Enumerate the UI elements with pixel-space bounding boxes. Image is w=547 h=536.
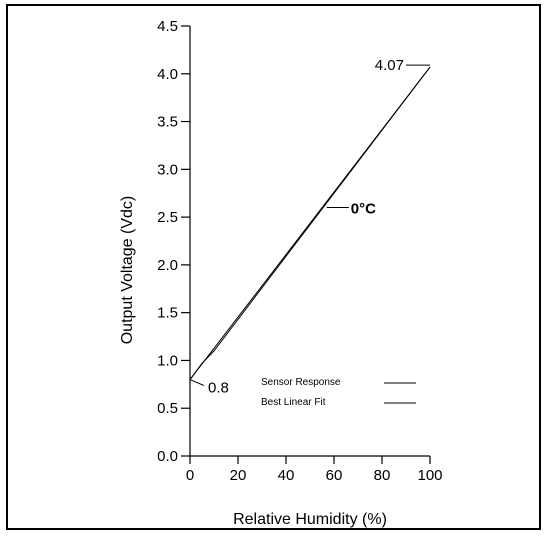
- legend-label: Best Linear Fit: [261, 397, 326, 408]
- x-tick-label: 40: [278, 467, 295, 484]
- x-tick-label: 80: [374, 467, 391, 484]
- y-tick-label: 4.5: [157, 18, 178, 35]
- y-tick-label: 0.5: [157, 400, 178, 417]
- x-tick-label: 100: [417, 467, 442, 484]
- x-tick-label: 60: [326, 467, 343, 484]
- annotation-0-8: 0.8: [208, 380, 229, 397]
- axes: [189, 26, 430, 457]
- y-tick-label: 4.0: [157, 66, 178, 83]
- series-lines: [189, 66, 431, 380]
- y-axis-title: Output Voltage (Vdc): [119, 196, 136, 345]
- annotation-leader-0-8: [189, 379, 205, 387]
- series-line-best-linear-fit: [189, 66, 431, 380]
- y-tick-label: 3.0: [157, 161, 178, 178]
- annotations: 0.8 4.07 0°C: [189, 57, 430, 397]
- y-tick-label: 1.0: [157, 352, 178, 369]
- y-tick-label: 1.5: [157, 305, 178, 322]
- y-tick-label: 0.0: [157, 448, 178, 465]
- y-tick-label: 2.5: [157, 209, 178, 226]
- legend-label: Sensor Response: [261, 377, 341, 388]
- y-tick-label: 3.5: [157, 114, 178, 131]
- legend: Sensor Response Best Linear Fit: [261, 377, 416, 408]
- chart-frame: [6, 4, 541, 530]
- x-tick-label: 0: [186, 467, 194, 484]
- x-axis-title: Relative Humidity (%): [233, 511, 387, 528]
- x-ticks: 0 20 40 60 80 100: [186, 456, 443, 484]
- y-tick-label: 2.0: [157, 257, 178, 274]
- annotation-temperature: 0°C: [351, 201, 376, 218]
- y-ticks: 0.0 0.5 1.0 1.5 2.0 2.5 3.0 3.5 4.0 4.5: [157, 18, 190, 465]
- annotation-4-07: 4.07: [375, 57, 404, 74]
- x-tick-label: 20: [230, 467, 247, 484]
